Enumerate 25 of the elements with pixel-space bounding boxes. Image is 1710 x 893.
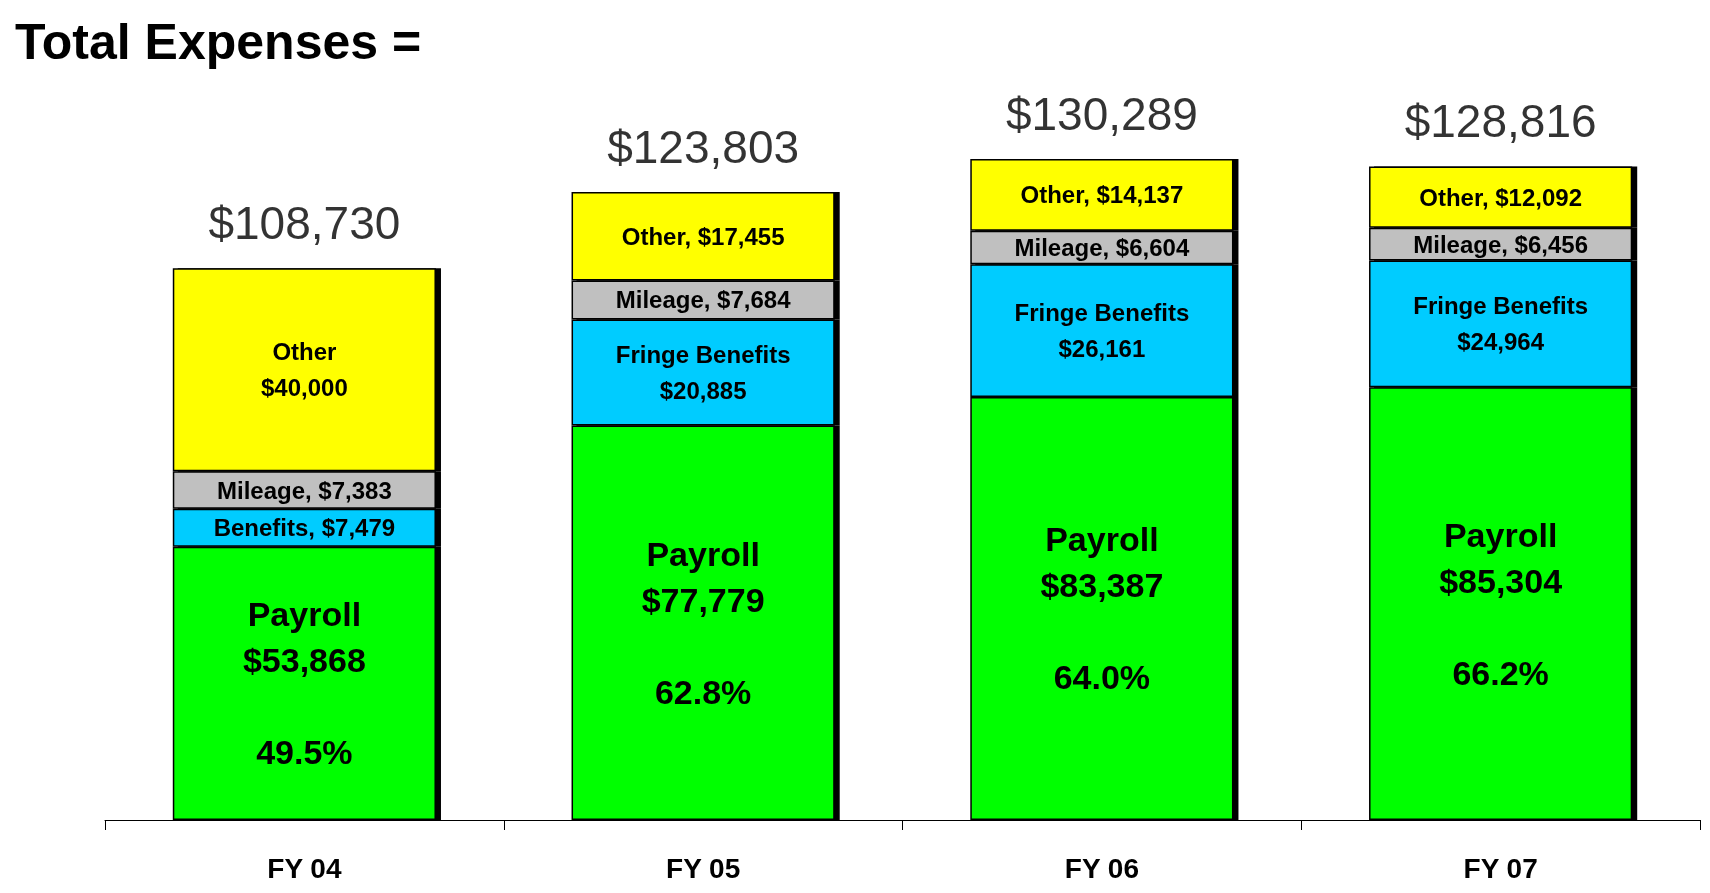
x-tick-label: FY 05 xyxy=(666,852,741,884)
text: Payroll $85,304 66.2% xyxy=(1439,515,1563,692)
text: Payroll $83,387 64.0% xyxy=(1040,520,1164,697)
data-label: Benefits, $7,479 xyxy=(213,514,396,542)
data-label: Mileage, $6,604 xyxy=(1014,233,1190,261)
total-label: $130,289 xyxy=(1005,87,1198,140)
data-label: Fringe Benefits $24,964 xyxy=(1413,292,1588,356)
text: Payroll $77,779 62.8% xyxy=(641,534,765,711)
data-label: Other $40,000 xyxy=(260,338,348,402)
data-label: Fringe Benefits $20,885 xyxy=(615,340,791,404)
data-label: Fringe Benefits $26,161 xyxy=(1014,299,1190,363)
data-label: Mileage, $6,456 xyxy=(1413,230,1589,258)
data-label: Mileage, $7,383 xyxy=(216,476,392,504)
data-label: Other, $17,455 xyxy=(621,222,785,250)
x-tick-label: FY 06 xyxy=(1064,852,1139,884)
data-label: Other, $12,092 xyxy=(1419,183,1583,211)
text: Payroll $53,868 49.5% xyxy=(242,595,366,772)
x-tick-label: FY 04 xyxy=(267,852,342,884)
total-label: $128,816 xyxy=(1404,95,1597,148)
x-tick-label: FY 07 xyxy=(1463,852,1538,884)
total-label: $108,730 xyxy=(208,197,401,250)
total-label: $123,803 xyxy=(607,120,800,173)
data-label: Mileage, $7,684 xyxy=(615,286,792,314)
data-label: Other, $14,137 xyxy=(1020,181,1184,209)
chart-title: Total Expenses = xyxy=(15,14,422,70)
